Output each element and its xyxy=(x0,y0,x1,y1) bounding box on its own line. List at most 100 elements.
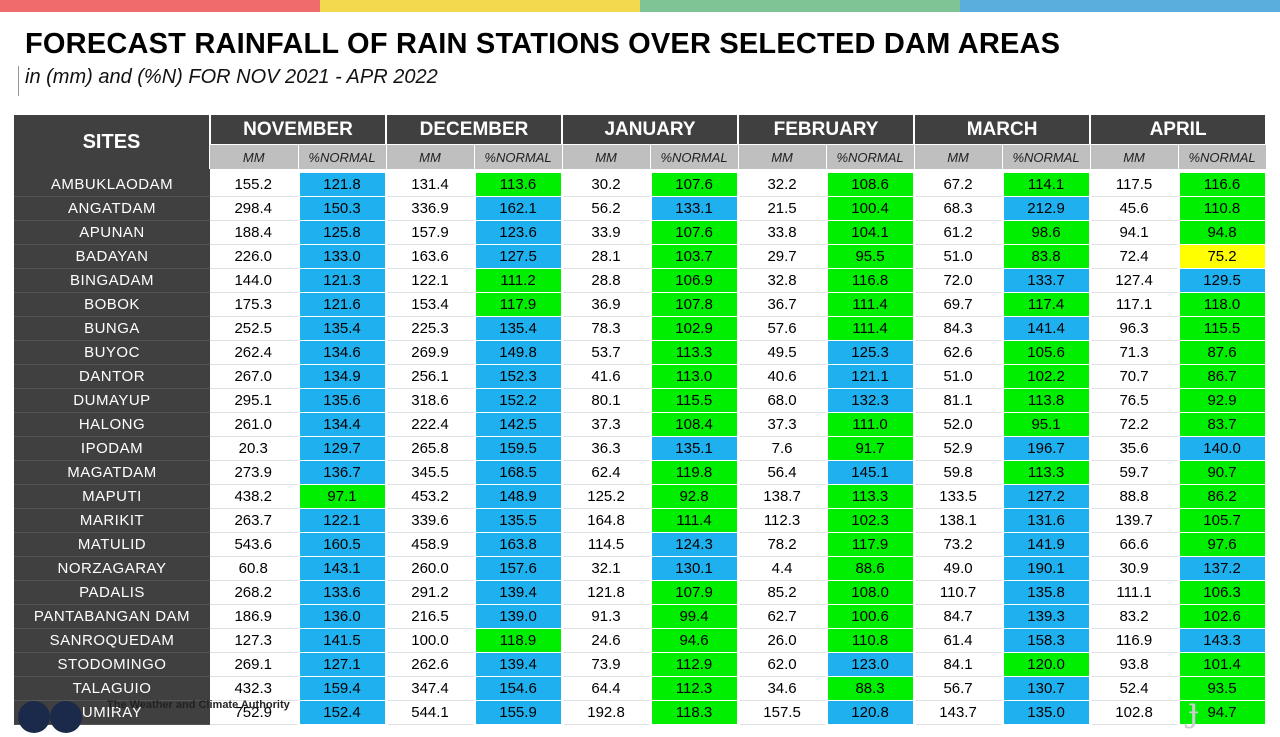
pct-normal-value: 99.4 xyxy=(648,604,740,629)
mm-value: 138.7 xyxy=(738,484,827,509)
mm-value: 186.9 xyxy=(210,604,298,629)
pct-normal-value: 112.3 xyxy=(648,676,740,701)
pct-normal-value: 134.4 xyxy=(296,412,388,437)
mm-value: 4.4 xyxy=(738,556,827,581)
subtitle-divider xyxy=(18,66,19,96)
mm-value: 216.5 xyxy=(386,604,475,629)
pct-normal-value: 135.5 xyxy=(472,508,564,533)
mm-value: 49.0 xyxy=(914,556,1003,581)
top-color-bar xyxy=(0,0,1280,12)
mm-value: 51.0 xyxy=(914,244,1003,269)
table-row: ANGATDAM 298.4 150.3 336.9 162.1 56.2 133.1 21.… xyxy=(14,196,1268,221)
pct-normal-value: 141.5 xyxy=(296,628,388,653)
mm-value: 458.9 xyxy=(386,532,475,557)
mm-value: 143.7 xyxy=(914,700,1003,725)
pct-normal-value: 121.6 xyxy=(296,292,388,317)
pct-normal-value: 125.8 xyxy=(296,220,388,245)
top-bar-red xyxy=(0,0,320,12)
mm-value: 67.2 xyxy=(914,173,1003,197)
pct-normal-value: 117.9 xyxy=(824,532,916,557)
mm-subheader: MM xyxy=(562,144,651,169)
mm-value: 112.3 xyxy=(738,508,827,533)
pct-normal-value: 114.1 xyxy=(1000,173,1092,197)
mm-value: 72.4 xyxy=(1090,244,1179,269)
mm-subheader: MM xyxy=(1090,144,1179,169)
pct-normal-value: 149.8 xyxy=(472,340,564,365)
rainfall-table: SITES NOVEMBER DECEMBER JANUARY FEBRUARY… xyxy=(14,115,1268,725)
mm-value: 60.8 xyxy=(210,556,298,581)
pct-normal-value: 110.8 xyxy=(1176,196,1268,221)
table-row: MAPUTI 438.2 97.1 453.2 148.9 125.2 92.8 138.7 1… xyxy=(14,484,1268,509)
mm-value: 262.6 xyxy=(386,652,475,677)
pct-normal-value: 133.0 xyxy=(296,244,388,269)
mm-value: 163.6 xyxy=(386,244,475,269)
mm-value: 225.3 xyxy=(386,316,475,341)
pct-normal-value: 121.1 xyxy=(824,364,916,389)
mm-value: 49.5 xyxy=(738,340,827,365)
pct-normal-value: 122.1 xyxy=(296,508,388,533)
pct-normal-value: 102.6 xyxy=(1176,604,1268,629)
mm-value: 260.0 xyxy=(386,556,475,581)
table-row: SANROQUEDAM 127.3 141.5 100.0 118.9 24.6 94.6 2… xyxy=(14,628,1268,653)
pct-normal-value: 127.1 xyxy=(296,652,388,677)
mm-value: 117.1 xyxy=(1090,292,1179,317)
mm-value: 56.2 xyxy=(562,196,651,221)
table-row: PANTABANGAN DAM 186.9 136.0 216.5 139.0 91.3 9… xyxy=(14,604,1268,629)
table-row: BUYOC 262.4 134.6 269.9 149.8 53.7 113.3 49.5 12… xyxy=(14,340,1268,365)
pct-normal-value: 102.3 xyxy=(824,508,916,533)
mm-value: 94.1 xyxy=(1090,220,1179,245)
mm-value: 125.2 xyxy=(562,484,651,509)
mm-value: 268.2 xyxy=(210,580,298,605)
pct-normal-value: 115.5 xyxy=(1176,316,1268,341)
month-header: FEBRUARY xyxy=(737,115,916,146)
top-bar-yellow xyxy=(320,0,640,12)
mm-value: 57.6 xyxy=(738,316,827,341)
mm-value: 88.8 xyxy=(1090,484,1179,509)
pct-normal-value: 106.3 xyxy=(1176,580,1268,605)
mm-value: 339.6 xyxy=(386,508,475,533)
mm-value: 84.1 xyxy=(914,652,1003,677)
pct-normal-value: 143.3 xyxy=(1176,628,1268,653)
mm-value: 188.4 xyxy=(210,220,298,245)
pct-normal-value: 113.3 xyxy=(824,484,916,509)
pct-normal-value: 113.3 xyxy=(648,340,740,365)
page-title: FORECAST RAINFALL OF RAIN STATIONS OVER … xyxy=(25,28,1061,60)
pct-normal-value: 136.7 xyxy=(296,460,388,485)
table-row: MATULID 543.6 160.5 458.9 163.8 114.5 124.3 78.… xyxy=(14,532,1268,557)
pct-subheader: %NORMAL xyxy=(474,144,563,169)
site-name: DUMAYUP xyxy=(14,388,210,413)
pct-normal-value: 83.8 xyxy=(1000,244,1092,269)
pct-normal-value: 150.3 xyxy=(296,196,388,221)
pct-normal-value: 124.3 xyxy=(648,532,740,557)
site-name: STODOMINGO xyxy=(14,652,210,677)
mm-value: 85.2 xyxy=(738,580,827,605)
mm-value: 40.6 xyxy=(738,364,827,389)
mm-value: 69.7 xyxy=(914,292,1003,317)
pct-normal-value: 83.7 xyxy=(1176,412,1268,437)
pct-normal-value: 135.6 xyxy=(296,388,388,413)
pct-normal-value: 94.6 xyxy=(648,628,740,653)
pct-normal-value: 105.6 xyxy=(1000,340,1092,365)
pct-normal-value: 100.6 xyxy=(824,604,916,629)
mm-value: 34.6 xyxy=(738,676,827,701)
site-name: BUYOC xyxy=(14,340,210,365)
mm-value: 83.2 xyxy=(1090,604,1179,629)
month-header: MARCH xyxy=(913,115,1092,146)
mm-value: 62.7 xyxy=(738,604,827,629)
header-gap xyxy=(14,169,1267,173)
pct-normal-value: 212.9 xyxy=(1000,196,1092,221)
mm-value: 91.3 xyxy=(562,604,651,629)
pct-normal-value: 90.7 xyxy=(1176,460,1268,485)
pct-normal-value: 125.3 xyxy=(824,340,916,365)
pct-subheader: %NORMAL xyxy=(1178,144,1267,169)
table-row: AMBUKLAODAM 155.2 121.8 131.4 113.6 30.2 107.6… xyxy=(14,173,1268,197)
site-name: MAPUTI xyxy=(14,484,210,509)
site-name: NORZAGARAY xyxy=(14,556,210,581)
pct-normal-value: 145.1 xyxy=(824,460,916,485)
mm-value: 30.9 xyxy=(1090,556,1179,581)
mm-value: 261.0 xyxy=(210,412,298,437)
mm-value: 81.1 xyxy=(914,388,1003,413)
mm-value: 36.7 xyxy=(738,292,827,317)
site-name: IPODAM xyxy=(14,436,210,461)
pct-normal-value: 93.5 xyxy=(1176,676,1268,701)
